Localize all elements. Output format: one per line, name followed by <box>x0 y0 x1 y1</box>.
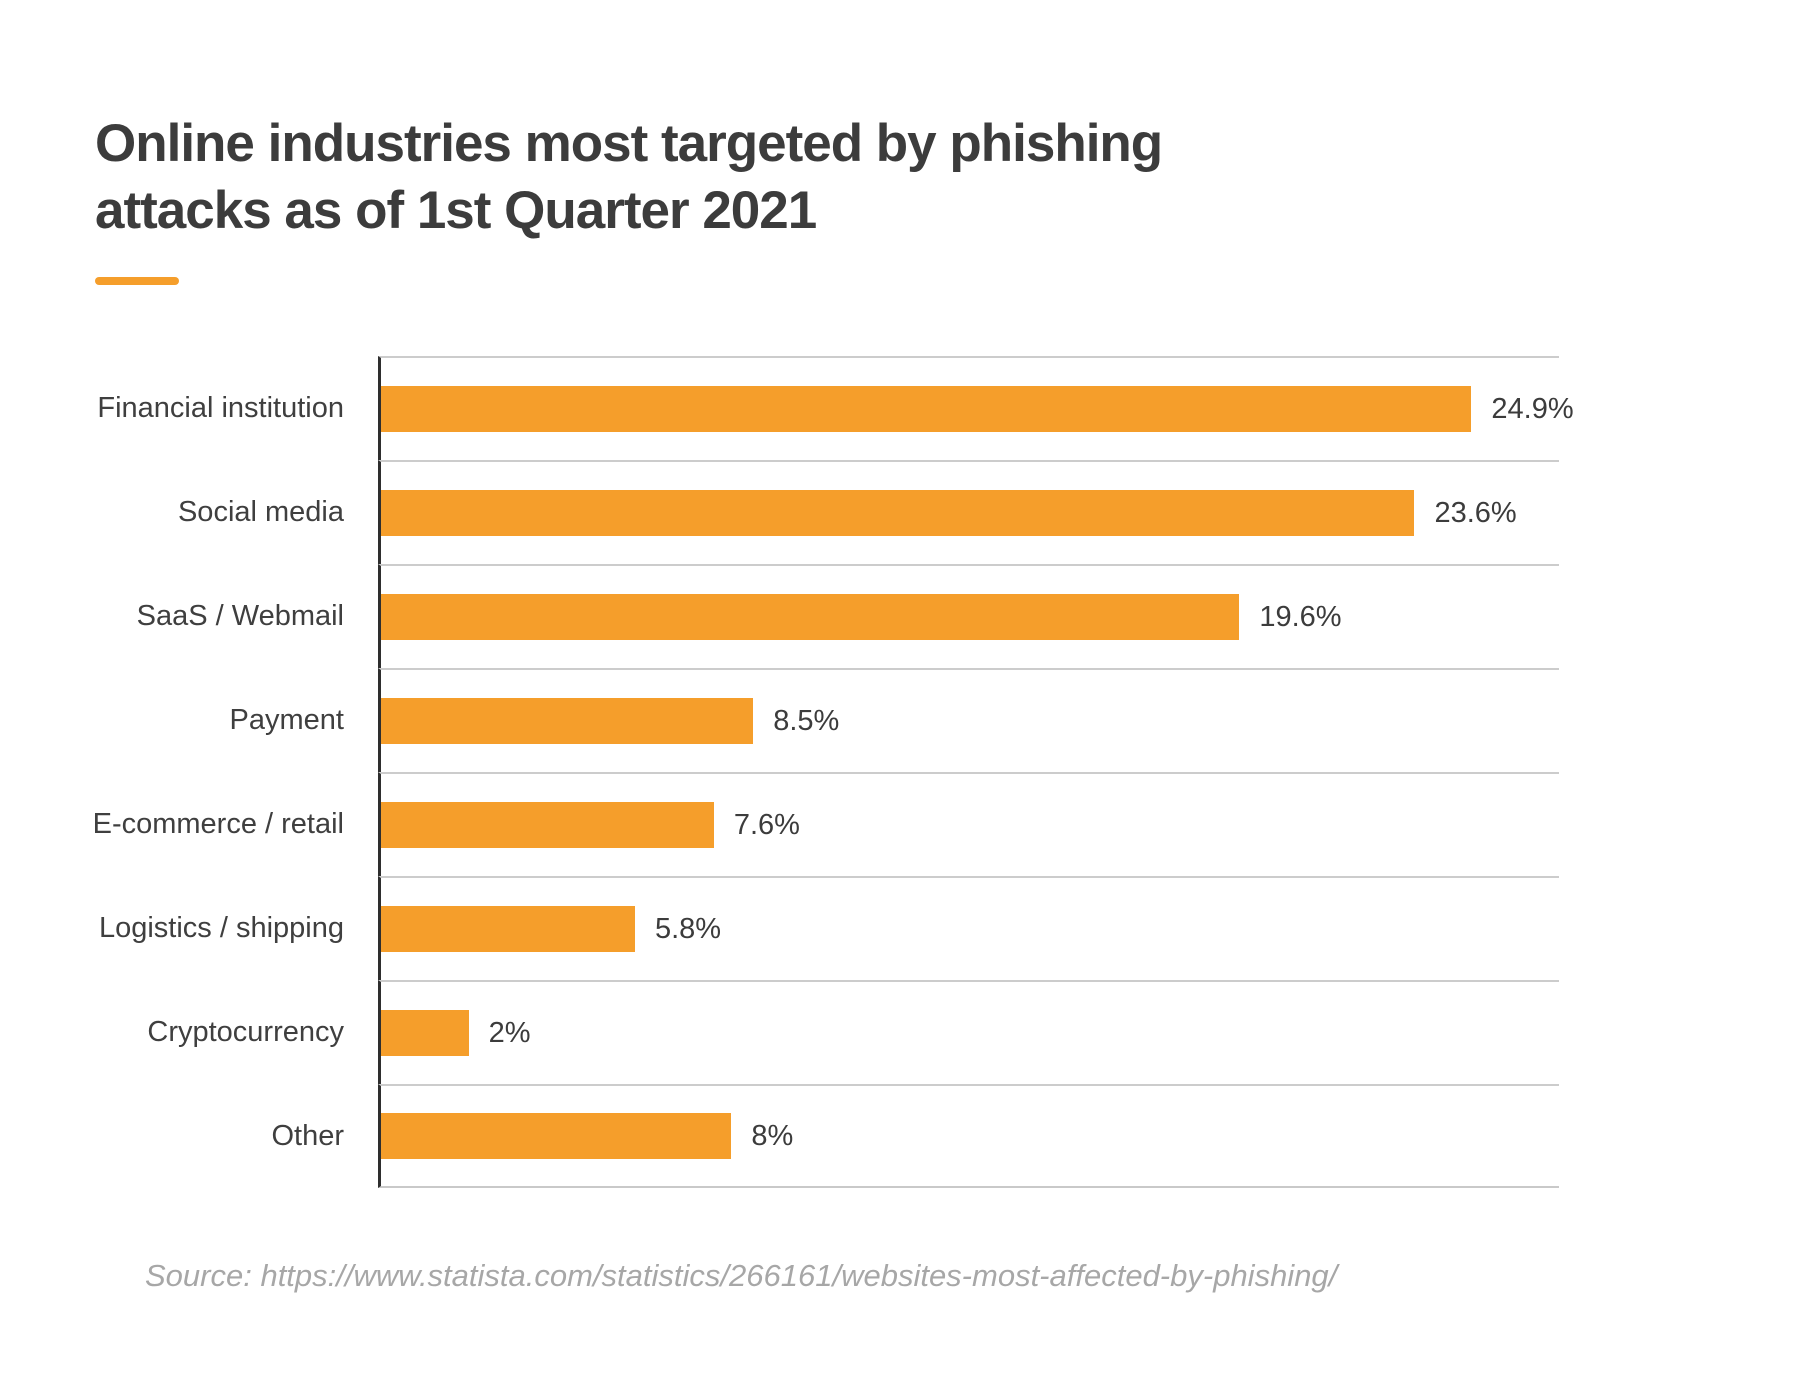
bar <box>381 1010 469 1056</box>
chart-title-line-2: attacks as of 1st Quarter 2021 <box>95 180 817 240</box>
chart-row: Logistics / shipping 5.8% <box>95 876 1559 980</box>
category-label: Other <box>271 1119 344 1152</box>
row-plot-area: 24.9% <box>378 356 1574 460</box>
bar <box>381 1113 732 1159</box>
row-plot-area: 8% <box>378 1084 1559 1188</box>
source-citation: Source: https://www.statista.com/statist… <box>145 1258 1338 1293</box>
bar-chart: Financial institution 24.9% Social media 23… <box>92 356 1574 1188</box>
category-label: Financial institution <box>97 391 344 424</box>
bar <box>381 698 754 744</box>
value-label: 24.9% <box>1491 392 1574 425</box>
chart-row: E-commerce / retail 7.6% <box>92 772 1559 876</box>
category-label: E-commerce / retail <box>92 807 344 840</box>
value-label: 8% <box>751 1119 794 1152</box>
bar <box>381 490 1415 536</box>
bar <box>381 906 635 952</box>
category-label: Cryptocurrency <box>147 1015 344 1048</box>
bar <box>381 386 1472 432</box>
chart-row: Social media 23.6% <box>95 460 1559 564</box>
value-label: 8.5% <box>773 704 840 737</box>
row-plot-area: 23.6% <box>378 460 1559 564</box>
value-label: 2% <box>488 1016 531 1049</box>
bar <box>381 594 1240 640</box>
row-plot-area: 5.8% <box>378 876 1559 980</box>
value-label: 23.6% <box>1434 496 1517 529</box>
chart-row: Other 8% <box>95 1084 1559 1188</box>
chart-row: Financial institution 24.9% <box>95 356 1574 460</box>
row-plot-area: 8.5% <box>378 668 1559 772</box>
row-plot-area: 19.6% <box>378 564 1559 668</box>
value-label: 7.6% <box>733 808 800 841</box>
chart-row: Cryptocurrency 2% <box>95 980 1559 1084</box>
category-label: Social media <box>177 495 344 528</box>
chart-row: Payment 8.5% <box>95 668 1559 772</box>
chart-title-line-1: Online industries most targeted by phish… <box>95 113 1163 173</box>
category-label: Logistics / shipping <box>98 911 344 944</box>
row-plot-area: 2% <box>378 980 1559 1084</box>
category-label: SaaS / Webmail <box>136 599 344 632</box>
category-label: Payment <box>229 703 344 736</box>
title-accent-bar <box>95 277 179 285</box>
value-label: 5.8% <box>654 912 722 945</box>
chart-title: Online industries most targeted by phish… <box>95 110 1163 244</box>
bar <box>381 802 714 848</box>
value-label: 19.6% <box>1259 600 1342 633</box>
chart-row: SaaS / Webmail 19.6% <box>95 564 1559 668</box>
row-plot-area: 7.6% <box>378 772 1559 876</box>
